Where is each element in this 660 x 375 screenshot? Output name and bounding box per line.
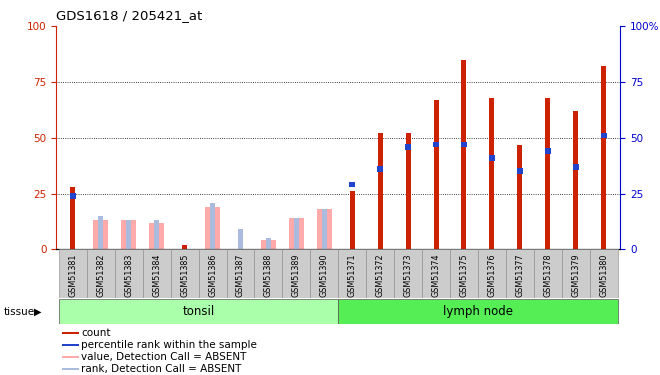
Bar (282, 249, 310, 298)
Bar (238, 229, 243, 249)
Text: tissue: tissue (3, 307, 34, 317)
Text: GSM51373: GSM51373 (403, 253, 412, 297)
Bar (573, 111, 578, 249)
Bar (450, 249, 478, 298)
Bar (59, 249, 87, 298)
Bar (434, 100, 438, 249)
Text: GSM51382: GSM51382 (96, 253, 106, 297)
Bar (171, 249, 199, 298)
Bar (255, 249, 282, 298)
Bar (517, 168, 523, 174)
Bar (266, 238, 271, 249)
Bar (62, 344, 79, 346)
Text: GSM51381: GSM51381 (69, 253, 77, 297)
Bar (601, 133, 607, 138)
Bar (534, 249, 562, 298)
Bar (350, 191, 354, 249)
Bar (405, 144, 411, 150)
Bar (378, 134, 383, 249)
Bar (601, 66, 606, 249)
Text: GDS1618 / 205421_at: GDS1618 / 205421_at (56, 9, 203, 22)
Text: GSM51371: GSM51371 (348, 253, 356, 297)
Bar (87, 249, 115, 298)
Bar (121, 220, 137, 249)
Text: value, Detection Call = ABSENT: value, Detection Call = ABSENT (81, 352, 247, 362)
Bar (205, 207, 220, 249)
Bar (62, 332, 79, 334)
Bar (322, 209, 327, 249)
Bar (573, 164, 579, 170)
Bar (62, 368, 79, 370)
Bar (461, 60, 467, 249)
Bar (461, 142, 467, 147)
Bar (545, 98, 550, 249)
Bar (338, 299, 618, 324)
Text: lymph node: lymph node (443, 305, 513, 318)
Text: GSM51386: GSM51386 (208, 253, 217, 297)
Bar (71, 187, 75, 249)
Text: GSM51383: GSM51383 (124, 253, 133, 297)
Text: count: count (81, 328, 111, 338)
Text: GSM51378: GSM51378 (543, 253, 552, 297)
Bar (317, 209, 332, 249)
Bar (544, 148, 551, 154)
Bar (562, 249, 589, 298)
Text: GSM51377: GSM51377 (515, 253, 524, 297)
Text: GSM51384: GSM51384 (152, 253, 161, 297)
Bar (506, 249, 534, 298)
Bar (115, 249, 143, 298)
Bar (377, 166, 383, 172)
Text: GSM51390: GSM51390 (320, 253, 329, 297)
Text: GSM51389: GSM51389 (292, 253, 301, 297)
Bar (93, 220, 108, 249)
Text: ▶: ▶ (34, 307, 42, 317)
Text: GSM51388: GSM51388 (264, 253, 273, 297)
Bar (349, 182, 355, 188)
Text: GSM51376: GSM51376 (487, 253, 496, 297)
Text: GSM51387: GSM51387 (236, 253, 245, 297)
Text: GSM51380: GSM51380 (599, 253, 608, 297)
Bar (288, 218, 304, 249)
Bar (433, 142, 439, 147)
Bar (199, 249, 226, 298)
Text: GSM51374: GSM51374 (432, 253, 440, 297)
Text: rank, Detection Call = ABSENT: rank, Detection Call = ABSENT (81, 364, 242, 374)
Bar (70, 193, 76, 199)
Text: GSM51372: GSM51372 (376, 253, 385, 297)
Bar (310, 249, 338, 298)
Bar (589, 249, 618, 298)
Bar (98, 216, 104, 249)
Bar (62, 356, 79, 358)
Bar (261, 240, 276, 249)
Bar (143, 249, 171, 298)
Bar (338, 249, 366, 298)
Bar (517, 144, 522, 249)
Bar (478, 249, 506, 298)
Text: percentile rank within the sample: percentile rank within the sample (81, 340, 257, 350)
Text: GSM51375: GSM51375 (459, 253, 469, 297)
Bar (294, 218, 299, 249)
Text: tonsil: tonsil (182, 305, 214, 318)
Bar (489, 155, 495, 160)
Bar (149, 223, 164, 249)
Bar (366, 249, 394, 298)
Bar (422, 249, 450, 298)
Bar (489, 98, 494, 249)
Bar (182, 245, 187, 249)
Bar (154, 220, 159, 249)
Bar (210, 202, 215, 249)
Bar (406, 134, 411, 249)
Bar (126, 220, 131, 249)
Bar (59, 299, 338, 324)
Text: GSM51385: GSM51385 (180, 253, 189, 297)
Text: GSM51379: GSM51379 (571, 253, 580, 297)
Bar (226, 249, 255, 298)
Bar (394, 249, 422, 298)
